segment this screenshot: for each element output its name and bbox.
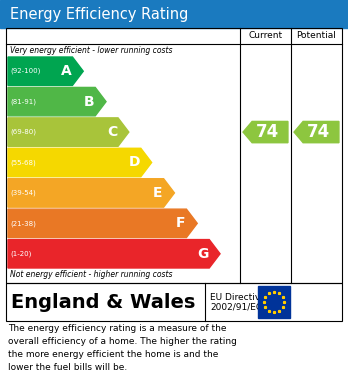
Text: (81-91): (81-91) [10,99,36,105]
Bar [6,28,342,283]
Text: A: A [61,64,71,78]
Polygon shape [8,179,174,207]
Text: (55-68): (55-68) [10,159,36,166]
Text: Energy Efficiency Rating: Energy Efficiency Rating [10,7,188,22]
Text: EU Directive: EU Directive [210,294,266,303]
Polygon shape [8,209,197,238]
Polygon shape [8,57,83,85]
Text: The energy efficiency rating is a measure of the
overall efficiency of a home. T: The energy efficiency rating is a measur… [8,324,237,371]
Polygon shape [8,148,152,177]
Text: (69-80): (69-80) [10,129,36,135]
Polygon shape [8,240,220,268]
Text: 74: 74 [256,123,279,141]
Bar [6,283,342,321]
Text: G: G [197,247,208,261]
Text: Potential: Potential [296,32,337,41]
Bar [258,286,290,318]
Text: Not energy efficient - higher running costs: Not energy efficient - higher running co… [10,270,173,279]
Text: Current: Current [248,32,283,41]
Text: C: C [107,125,117,139]
Text: 74: 74 [307,123,330,141]
Text: E: E [153,186,163,200]
Polygon shape [8,118,129,146]
Text: B: B [84,95,94,109]
Text: Very energy efficient - lower running costs: Very energy efficient - lower running co… [10,46,173,55]
Bar [0,0,348,28]
Polygon shape [294,122,339,143]
Text: D: D [128,156,140,170]
Polygon shape [8,88,106,116]
Text: F: F [176,216,185,230]
Text: (92-100): (92-100) [10,68,40,74]
Polygon shape [243,122,288,143]
Text: 2002/91/EC: 2002/91/EC [210,303,262,312]
Text: (39-54): (39-54) [10,190,36,196]
Text: (1-20): (1-20) [10,251,31,257]
Text: England & Wales: England & Wales [11,292,195,312]
Text: (21-38): (21-38) [10,220,36,227]
